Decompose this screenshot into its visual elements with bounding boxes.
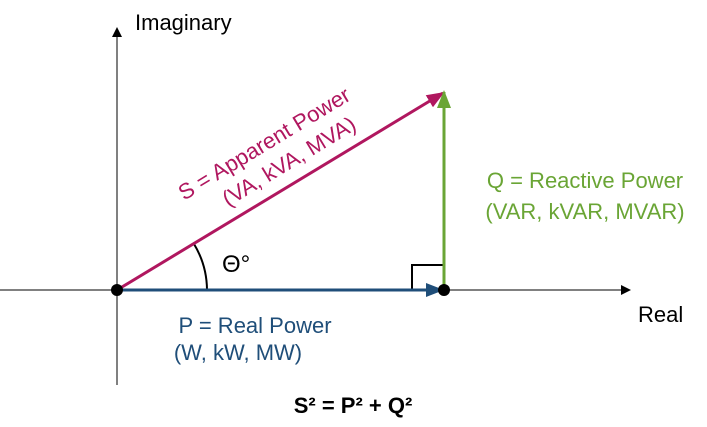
imaginary-label: Imaginary [135, 10, 232, 35]
origin-point [111, 284, 123, 296]
real-label: Real [638, 302, 683, 327]
real-power-units: (W, kW, MW) [174, 340, 302, 365]
right-angle [411, 264, 444, 290]
reactive-units: (VAR, kVAR, MVAR) [485, 199, 684, 224]
angle-arc [193, 243, 208, 291]
formula: S² = P² + Q² [294, 393, 413, 418]
reactive-label: Q = Reactive Power [487, 168, 683, 193]
angle-label: Θ° [222, 251, 250, 278]
corner-point [438, 284, 450, 296]
apparent-vector [116, 91, 445, 292]
real-power-label: P = Real Power [178, 313, 331, 338]
